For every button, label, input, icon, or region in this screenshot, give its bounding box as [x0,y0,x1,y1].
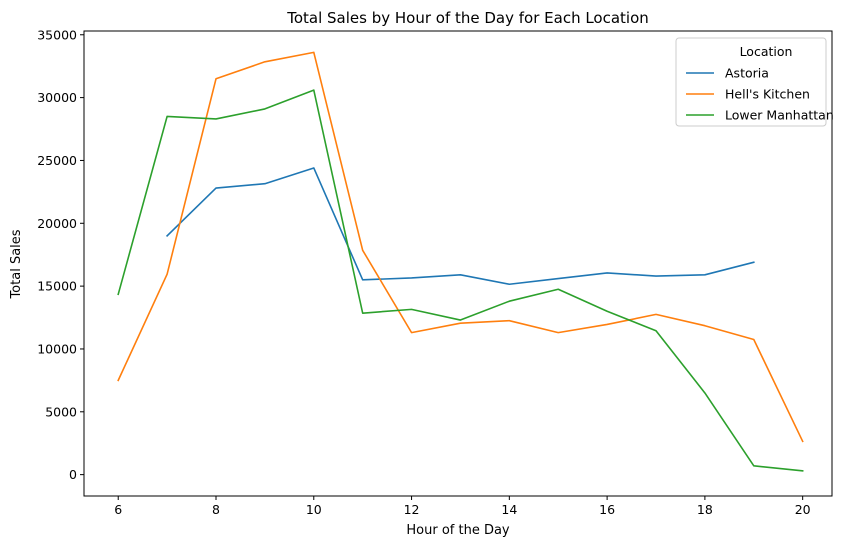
legend-label: Astoria [725,66,769,81]
x-tick-label: 18 [697,502,713,517]
y-tick-label: 15000 [37,279,77,294]
plot-frame [83,30,833,497]
legend-label: Hell's Kitchen [725,87,810,102]
y-tick-label: 25000 [37,153,77,168]
legend-box [675,37,827,127]
plot-lines [117,51,804,472]
x-tick-label: 14 [501,502,517,517]
legend: Location Astoria Hell's Kitchen Lower Manh… [675,37,834,127]
x-tick-label: 12 [404,502,420,517]
series-line-lower-manhattan [117,89,804,472]
x-axis-ticks: 6 8 10 12 14 16 18 20 [114,496,811,517]
series-line-astoria [165,167,755,286]
legend-title: Location [740,44,793,59]
x-tick-label: 16 [599,502,615,517]
x-tick-label: 8 [212,502,220,517]
y-tick-label: 35000 [37,27,77,42]
y-tick-label: 20000 [37,216,77,231]
y-axis-ticks: 0 5000 10000 15000 20000 25000 30000 35000 [37,27,84,482]
legend-entries: Astoria Hell's Kitchen Lower Manhattan [686,66,834,123]
x-tick-label: 6 [114,502,122,517]
x-tick-label: 20 [795,502,811,517]
chart-title: Total Sales by Hour of the Day for Each … [286,9,649,27]
x-axis-label: Hour of the Day [406,523,510,538]
y-tick-label: 0 [69,467,77,482]
series-line-hell-s-kitchen [117,51,804,443]
legend-label: Lower Manhattan [725,108,834,123]
y-tick-label: 30000 [37,90,77,105]
y-axis-label: Total Sales [9,229,24,299]
y-tick-label: 10000 [37,341,77,356]
y-tick-label: 5000 [45,404,77,419]
x-tick-label: 10 [306,502,322,517]
